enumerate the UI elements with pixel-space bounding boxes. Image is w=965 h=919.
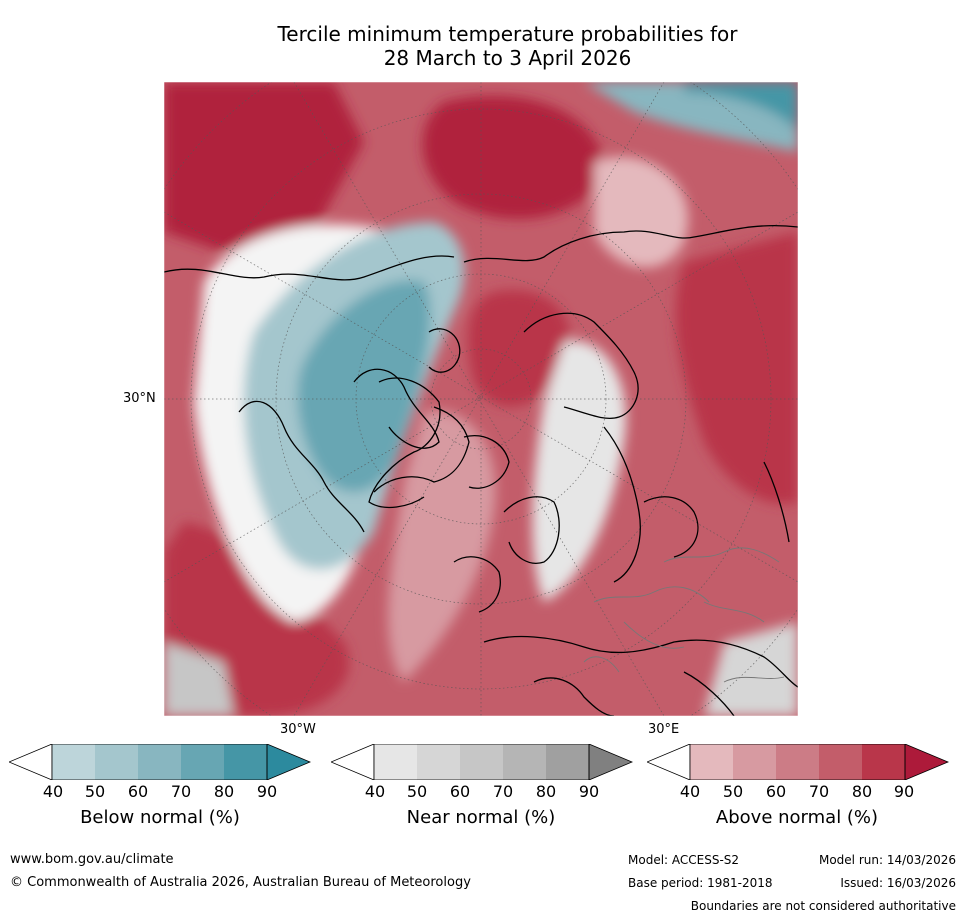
colorbar-extend-arrow — [266, 744, 311, 780]
issued-text: Issued: 16/03/2026 — [840, 876, 956, 890]
colorbar-near-normal — [331, 744, 633, 780]
above-normal-80-zone-e — [675, 232, 798, 504]
below-normal-80-zone-ne — [684, 82, 798, 132]
website-link[interactable]: www.bom.gov.au/climate — [10, 852, 174, 867]
tick-label: 50 — [84, 782, 106, 801]
tick-label: 80 — [213, 782, 235, 801]
colorbar-above-normal — [647, 744, 949, 780]
above-normal-50-zone — [388, 410, 496, 682]
coastlines — [164, 224, 798, 716]
lon-label-30e: 30°E — [648, 722, 680, 737]
colorbar-segment — [417, 744, 460, 780]
above-normal-80-zone-arctic — [468, 290, 570, 407]
tick-label: 40 — [679, 782, 701, 801]
tick-label: 80 — [535, 782, 557, 801]
colorbar-segment — [224, 744, 267, 780]
colorbar-segment — [819, 744, 862, 780]
colorbar-segment — [546, 744, 589, 780]
colorbar-segment — [862, 744, 905, 780]
tick-label: 90 — [578, 782, 600, 801]
above-normal-90-zone-n — [422, 95, 604, 219]
colorbar-below-normal — [9, 744, 311, 780]
colorbar-segment — [95, 744, 138, 780]
below-normal-70-zone — [297, 280, 431, 492]
tick-label: 60 — [127, 782, 149, 801]
tick-label: 50 — [722, 782, 744, 801]
colorbar-segment — [776, 744, 819, 780]
tick-label: 70 — [170, 782, 192, 801]
near-normal-zone-scandinavia — [532, 340, 626, 602]
graticule — [164, 82, 798, 716]
near-normal-zone-sw-corner — [164, 642, 234, 716]
tick-label: 90 — [256, 782, 278, 801]
tick-label: 40 — [42, 782, 64, 801]
boundaries-note: Boundaries are not considered authoritat… — [690, 899, 956, 913]
above-normal-90-zone-nw — [164, 82, 364, 252]
tick-label: 40 — [364, 782, 386, 801]
colorbar-segment — [374, 744, 417, 780]
colorbar-segment — [503, 744, 546, 780]
country-boundaries — [583, 547, 785, 683]
lat-label-30n: 30°N — [123, 391, 156, 406]
tick-label: 80 — [851, 782, 873, 801]
tick-label: 70 — [808, 782, 830, 801]
map-title-line1: Tercile minimum temperature probabilitie… — [277, 22, 738, 46]
colorbar-segment — [690, 744, 733, 780]
colorbar-extend-arrow — [588, 744, 633, 780]
colorbar-title-near: Near normal (%) — [406, 807, 556, 828]
colorbar-segment — [733, 744, 776, 780]
lon-label-30w: 30°W — [280, 722, 316, 737]
model-text: Model: ACCESS-S2 — [628, 853, 740, 867]
copyright-text: © Commonwealth of Australia 2026, Austra… — [10, 875, 471, 890]
tick-label: 60 — [765, 782, 787, 801]
tick-label: 50 — [406, 782, 428, 801]
colorbar-segment — [138, 744, 181, 780]
colorbar-extend-arrow — [904, 744, 949, 780]
colorbar-title-above: Above normal (%) — [715, 807, 879, 828]
base-period-text: Base period: 1981-2018 — [628, 876, 773, 890]
tick-label: 60 — [449, 782, 471, 801]
colorbar-segment — [460, 744, 503, 780]
near-normal-zone-se-corner — [704, 622, 798, 716]
map-title-line2: 28 March to 3 April 2026 — [383, 46, 632, 70]
colorbar-segment — [181, 744, 224, 780]
probability-map[interactable] — [164, 82, 798, 716]
tick-label: 70 — [492, 782, 514, 801]
model-run-text: Model run: 14/03/2026 — [818, 853, 956, 867]
colorbar-segment — [52, 744, 95, 780]
above-normal-40-zone — [594, 156, 688, 268]
tick-label: 90 — [893, 782, 915, 801]
colorbar-title-below: Below normal (%) — [80, 807, 240, 828]
